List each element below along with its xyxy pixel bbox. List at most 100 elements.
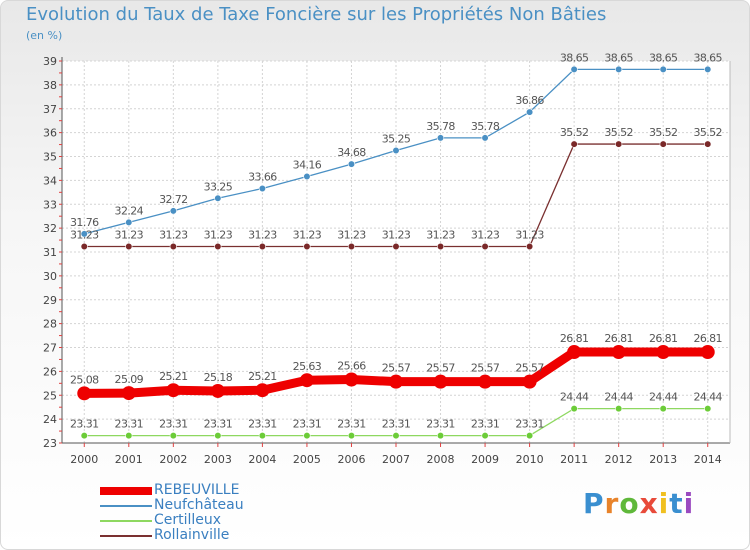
y-tick-label: 23 <box>43 437 57 450</box>
x-tick-label: 2003 <box>204 453 232 466</box>
data-label: 25.63 <box>293 360 322 373</box>
y-tick-label: 34 <box>43 174 57 187</box>
x-tick-label: 2006 <box>337 453 365 466</box>
y-tick-label: 29 <box>43 294 57 307</box>
data-point <box>258 431 267 440</box>
data-label: 25.66 <box>337 359 366 372</box>
data-point <box>700 345 715 360</box>
y-tick-label: 37 <box>43 103 57 116</box>
data-label: 25.57 <box>426 362 455 375</box>
data-point <box>481 431 489 440</box>
data-point <box>210 383 225 398</box>
data-point <box>656 345 671 360</box>
data-label: 31.23 <box>159 229 188 242</box>
data-point <box>570 65 578 73</box>
data-point <box>433 374 448 389</box>
data-label: 23.31 <box>426 418 455 431</box>
data-label: 23.31 <box>293 418 322 431</box>
data-label: 35.52 <box>604 126 633 139</box>
data-label: 31.76 <box>70 216 99 229</box>
data-point <box>481 242 489 251</box>
legend-label: Certilleux <box>154 512 222 528</box>
data-point <box>214 431 222 440</box>
data-label: 35.52 <box>560 126 589 139</box>
x-tick-label: 2005 <box>293 453 321 466</box>
x-tick-label: 2001 <box>115 453 143 466</box>
y-tick-label: 39 <box>43 55 57 68</box>
data-label: 23.31 <box>382 418 411 431</box>
y-tick-label: 24 <box>43 413 57 426</box>
proxiti-logo: Proxiti <box>583 487 694 520</box>
x-tick-label: 2002 <box>159 453 187 466</box>
data-label: 31.23 <box>204 229 233 242</box>
logo-letter: i <box>683 487 695 520</box>
data-label: 23.31 <box>515 418 544 431</box>
data-label: 23.31 <box>337 418 366 431</box>
logo-letter: t <box>669 487 684 520</box>
data-label: 23.31 <box>471 418 500 431</box>
data-point <box>525 431 534 440</box>
data-point <box>258 184 267 193</box>
data-point <box>389 374 403 389</box>
y-tick-label: 31 <box>43 246 57 259</box>
logo-letter: i <box>658 487 670 520</box>
data-point <box>214 242 222 251</box>
data-point <box>258 242 267 251</box>
data-label: 31.23 <box>70 229 99 242</box>
data-label: 31.23 <box>515 229 544 242</box>
data-point <box>169 207 177 215</box>
x-tick-label: 2013 <box>649 453 677 466</box>
data-label: 31.23 <box>471 229 500 242</box>
logo-letter: P <box>583 487 605 520</box>
data-point <box>125 218 133 226</box>
x-tick-label: 2010 <box>516 453 544 466</box>
data-point <box>80 431 88 440</box>
data-point <box>615 140 623 148</box>
data-label: 35.52 <box>693 126 722 139</box>
y-tick-label: 30 <box>43 270 57 283</box>
data-point <box>347 431 356 440</box>
data-label: 35.78 <box>426 120 455 133</box>
legend-label: Rollainville <box>154 527 230 543</box>
data-point <box>303 242 311 251</box>
data-point <box>303 431 311 440</box>
data-point <box>659 65 667 73</box>
logo-letter: o <box>619 487 640 520</box>
data-label: 31.23 <box>382 229 411 242</box>
data-label: 26.81 <box>604 332 633 345</box>
data-label: 31.23 <box>115 229 144 242</box>
data-label: 25.21 <box>248 370 277 383</box>
data-label: 32.72 <box>159 193 188 206</box>
data-point <box>125 242 133 251</box>
data-point <box>436 134 445 142</box>
series-certilleux <box>80 405 712 440</box>
data-label: 25.21 <box>159 370 188 383</box>
data-label: 32.24 <box>115 204 144 217</box>
data-point <box>436 431 445 440</box>
legend-swatch <box>100 520 152 522</box>
data-point <box>522 374 537 389</box>
data-point <box>570 140 578 148</box>
data-point <box>525 242 534 251</box>
y-tick-label: 35 <box>43 151 57 164</box>
y-tick-label: 36 <box>43 127 57 140</box>
data-label: 35.52 <box>649 126 678 139</box>
data-label: 25.08 <box>70 373 99 386</box>
data-point <box>659 405 667 413</box>
x-tick-label: 2011 <box>560 453 588 466</box>
data-point <box>255 383 270 398</box>
y-tick-label: 27 <box>43 342 57 355</box>
data-point <box>436 242 445 251</box>
data-point <box>481 134 489 142</box>
data-label: 31.23 <box>293 229 322 242</box>
data-label: 35.25 <box>382 133 411 146</box>
data-label: 25.09 <box>115 373 144 386</box>
data-label: 24.44 <box>604 391 633 404</box>
data-label: 24.44 <box>649 391 678 404</box>
data-label: 24.44 <box>560 391 589 404</box>
data-label: 23.31 <box>159 418 188 431</box>
data-point <box>166 383 181 398</box>
data-point <box>525 108 534 116</box>
data-label: 36.86 <box>515 94 544 107</box>
